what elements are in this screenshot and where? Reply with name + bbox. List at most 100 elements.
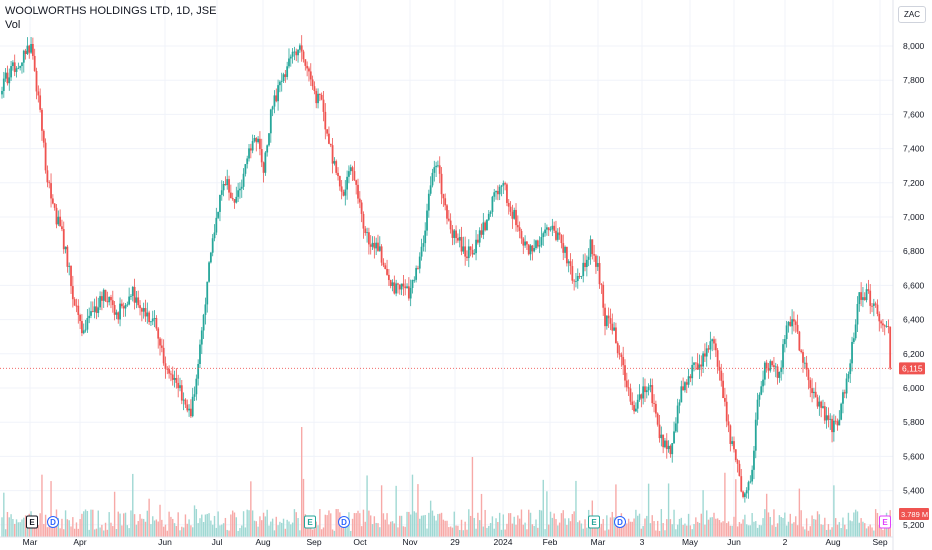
candle-body bbox=[113, 305, 116, 315]
volume-bar bbox=[231, 510, 234, 537]
candle-body bbox=[471, 250, 474, 255]
volume-bar bbox=[43, 523, 45, 537]
currency-badge[interactable]: ZAC bbox=[898, 6, 926, 23]
candle-body bbox=[42, 130, 45, 143]
candle-body bbox=[756, 399, 759, 420]
volume-bar bbox=[217, 511, 219, 537]
volume-bar bbox=[822, 524, 824, 537]
volume-bar bbox=[117, 511, 119, 537]
volume-bar bbox=[800, 510, 802, 537]
candle-body bbox=[664, 440, 666, 448]
candle-body bbox=[771, 361, 774, 366]
volume-bar bbox=[210, 520, 212, 537]
volume-bar bbox=[184, 514, 187, 537]
volume-bar bbox=[99, 527, 101, 537]
volume-bar bbox=[279, 521, 281, 537]
candle-body bbox=[331, 145, 334, 164]
candle-body bbox=[878, 313, 881, 322]
candle-body bbox=[2, 78, 5, 91]
volume-bar bbox=[689, 525, 692, 537]
candle-body bbox=[442, 194, 445, 199]
volume-bar bbox=[700, 513, 702, 537]
candle-body bbox=[883, 325, 886, 327]
volume-bar bbox=[493, 528, 495, 537]
volume-bar bbox=[871, 527, 873, 537]
volume-bar bbox=[887, 524, 890, 537]
volume-bar bbox=[230, 514, 232, 537]
candle-body bbox=[404, 286, 407, 289]
volume-bar bbox=[66, 519, 69, 537]
volume-bar bbox=[517, 515, 519, 537]
volume-bar bbox=[676, 524, 679, 537]
candle-body bbox=[380, 246, 383, 263]
volume-bar bbox=[733, 516, 735, 537]
candle-body bbox=[716, 350, 719, 367]
candle-body bbox=[544, 229, 546, 234]
volume-bar bbox=[310, 526, 312, 537]
volume-bar bbox=[600, 523, 603, 537]
volume-bar bbox=[805, 518, 808, 537]
volume-bar bbox=[251, 510, 254, 537]
volume-bar bbox=[440, 512, 443, 537]
volume-bar bbox=[626, 523, 628, 537]
volume-bar bbox=[815, 519, 817, 537]
candle-body bbox=[308, 68, 310, 72]
candle-body bbox=[209, 252, 212, 263]
candle-body bbox=[237, 190, 240, 197]
candle-body bbox=[33, 55, 36, 71]
volume-bar bbox=[61, 518, 63, 537]
volume-bar bbox=[380, 485, 383, 537]
time-axis: Mar Apr Jun Jul Aug Sep Oct Nov 29 2024 Feb Mar 3 May… bbox=[0, 536, 893, 547]
candle-body bbox=[437, 165, 439, 167]
volume-bar bbox=[511, 523, 514, 537]
volume-bar bbox=[70, 526, 72, 537]
volume-bar bbox=[642, 526, 644, 537]
candle-body bbox=[489, 211, 492, 214]
volume-bar bbox=[611, 511, 613, 537]
volume-bar bbox=[219, 525, 221, 537]
volume-bar bbox=[244, 527, 247, 537]
candle-body bbox=[596, 263, 599, 267]
volume-bar bbox=[644, 518, 646, 537]
volume-bar bbox=[482, 526, 485, 537]
volume-bar bbox=[495, 518, 497, 537]
candle-body bbox=[48, 182, 51, 184]
volume-bar bbox=[286, 519, 288, 537]
candle-body bbox=[171, 374, 174, 380]
volume-bar bbox=[727, 521, 730, 537]
candle-body bbox=[653, 403, 655, 404]
candle-body bbox=[426, 210, 428, 231]
candle-body bbox=[738, 463, 741, 477]
candle-body bbox=[567, 261, 570, 264]
candle-body bbox=[760, 386, 763, 395]
candle-body bbox=[6, 72, 9, 84]
candle-body bbox=[447, 218, 450, 221]
volume-bar bbox=[762, 518, 764, 537]
candle-body bbox=[812, 391, 815, 394]
volume-bar bbox=[186, 523, 188, 537]
candle-body bbox=[377, 242, 379, 251]
candle-body bbox=[397, 283, 399, 285]
volume-bar bbox=[791, 523, 793, 537]
volume-bar bbox=[548, 524, 550, 537]
volume-bar bbox=[524, 522, 526, 537]
volume-bar bbox=[604, 530, 606, 537]
volume-bar bbox=[448, 527, 450, 537]
volume-bar bbox=[773, 509, 775, 537]
volume-bar bbox=[569, 521, 572, 537]
candle-body bbox=[700, 364, 703, 367]
volume-bar bbox=[444, 520, 446, 537]
volume-bar bbox=[864, 523, 866, 537]
volume-bar bbox=[498, 512, 501, 537]
candle-body bbox=[674, 423, 677, 432]
candle-body bbox=[575, 281, 577, 282]
earnings-marker bbox=[26, 515, 38, 529]
volume-bar bbox=[653, 521, 655, 537]
candle-body bbox=[553, 225, 556, 231]
volume-bar bbox=[355, 513, 357, 537]
volume-bar bbox=[397, 527, 399, 537]
volume-bar bbox=[44, 514, 47, 537]
candle-body bbox=[208, 262, 210, 282]
candle-body bbox=[424, 230, 427, 244]
